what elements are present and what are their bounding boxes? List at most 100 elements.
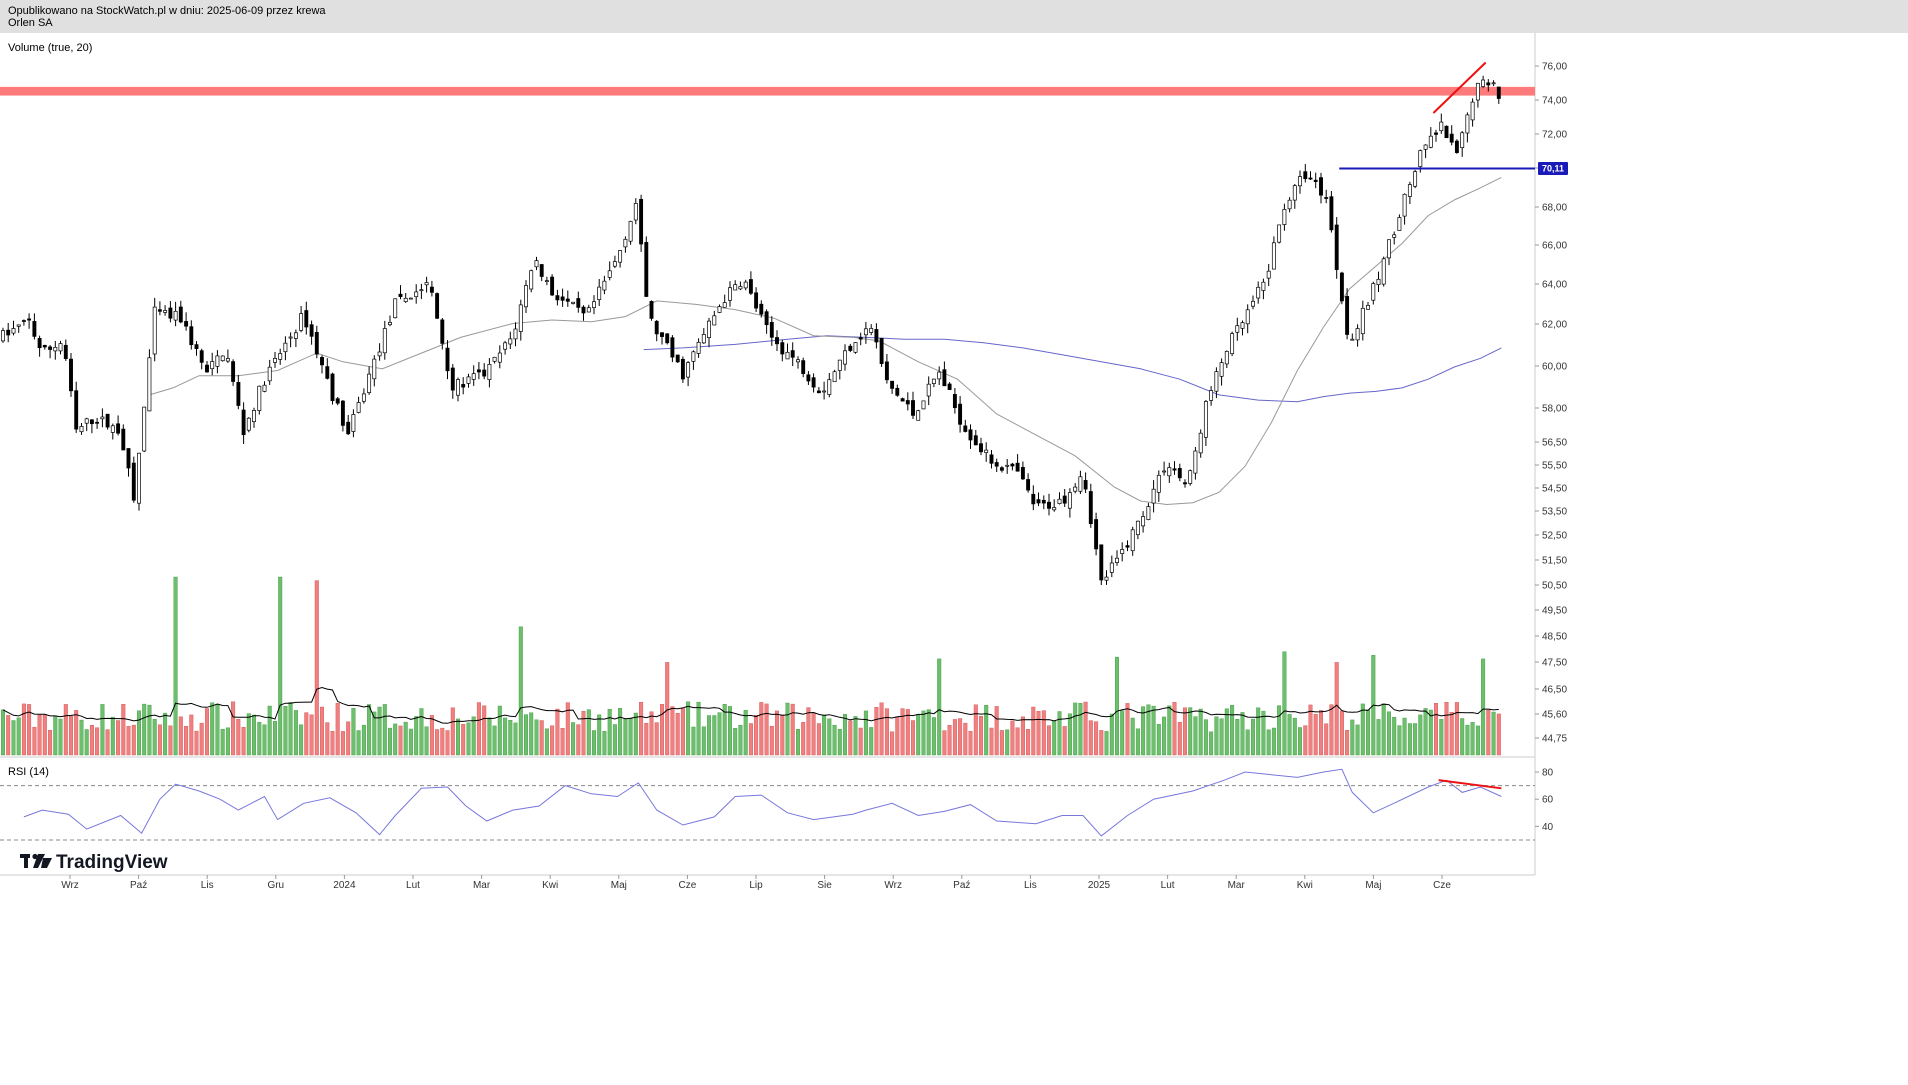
- candle-body: [110, 425, 115, 433]
- candle-body: [1491, 82, 1496, 85]
- time-tick-label: Paź: [130, 880, 147, 891]
- candle-body: [801, 360, 806, 374]
- candle-body: [163, 310, 168, 313]
- candle-body: [1465, 114, 1470, 134]
- candle-body: [1141, 516, 1146, 527]
- volume-bar: [414, 716, 419, 756]
- candle-body: [513, 328, 518, 340]
- candle-body: [1177, 468, 1182, 479]
- volume-bar: [785, 702, 790, 756]
- candle-body: [937, 371, 942, 380]
- volume-bar: [1188, 707, 1193, 756]
- candle-body: [27, 318, 32, 321]
- volume-bar: [801, 722, 806, 756]
- volume-bar: [1094, 721, 1099, 756]
- published-note: Opublikowano na StockWatch.pl w dniu: 20…: [8, 5, 326, 17]
- volume-bar: [361, 724, 366, 756]
- volume-bar: [116, 720, 121, 756]
- candle-body: [1219, 362, 1224, 377]
- price-tick-label: 76,00: [1542, 62, 1567, 73]
- candle-body: [853, 342, 858, 353]
- candle-body: [890, 380, 895, 389]
- candle-body: [236, 382, 241, 406]
- volume-bar: [105, 729, 110, 756]
- volume-bar: [1308, 704, 1313, 756]
- volume-bar: [1318, 710, 1323, 756]
- tradingview-logo-icon: [20, 853, 52, 868]
- volume-bar: [1376, 719, 1381, 756]
- volume-bar: [84, 729, 89, 756]
- volume-bar: [178, 716, 183, 756]
- candle-body: [529, 270, 534, 290]
- candle-body: [665, 333, 670, 344]
- candle-body: [931, 378, 936, 384]
- volume-bar: [1256, 707, 1261, 756]
- volume-bar: [581, 711, 586, 756]
- candle-body: [1329, 196, 1334, 231]
- volume-bar: [576, 724, 581, 756]
- candle-body: [592, 301, 596, 308]
- volume-bar: [843, 714, 848, 756]
- candle-body: [1224, 351, 1229, 365]
- candle-body: [1104, 576, 1109, 581]
- candle-body: [628, 221, 633, 242]
- candle-body: [916, 410, 921, 421]
- volume-bar: [806, 707, 811, 756]
- volume-bar: [267, 705, 272, 756]
- volume-bar: [278, 576, 283, 756]
- volume-bar: [304, 712, 309, 756]
- volume-bar: [524, 714, 529, 756]
- volume-bar: [1057, 711, 1062, 756]
- volume-bar: [388, 727, 393, 756]
- volume-ma-line: [2, 686, 1499, 724]
- volume-bar: [1130, 717, 1135, 756]
- candle-body: [524, 285, 528, 308]
- volume-bar: [251, 714, 256, 756]
- candle-body: [267, 366, 272, 382]
- candle-body: [1183, 482, 1187, 485]
- candle-body: [649, 301, 654, 319]
- time-axis: Wrz Paź Lis Gru 2024 Lut Mar Kwi Maj Cze Lip Sie Wrz…: [61, 875, 1451, 891]
- volume-bar: [330, 731, 335, 756]
- volume-bar: [649, 711, 654, 756]
- candle-body: [58, 343, 63, 352]
- candle-body: [1334, 224, 1339, 270]
- volume-bar: [586, 709, 591, 756]
- volume-bar: [937, 658, 942, 756]
- volume-bar: [963, 722, 968, 756]
- candle-body: [822, 390, 827, 393]
- volume-bar: [1454, 702, 1459, 756]
- candle-body: [246, 417, 251, 431]
- volume-bar: [1162, 716, 1167, 756]
- candle-body: [1162, 470, 1167, 473]
- volume-bar: [550, 725, 555, 756]
- volume-bar: [1015, 727, 1020, 756]
- candle-body: [1094, 519, 1099, 550]
- candle-body: [926, 383, 931, 397]
- candle-body: [476, 369, 481, 373]
- volume-bar: [607, 709, 612, 756]
- candle-body: [1324, 197, 1329, 199]
- volume-bar: [926, 709, 931, 756]
- volume-bar: [152, 719, 157, 756]
- candle-body: [1407, 184, 1412, 197]
- candle-body: [273, 358, 277, 363]
- volume-bar: [921, 710, 926, 756]
- volume-bar: [1036, 711, 1041, 756]
- volume-bar: [900, 708, 905, 756]
- volume-bar: [37, 714, 42, 756]
- candle-body: [858, 337, 863, 340]
- volume-bar: [1381, 703, 1386, 756]
- volume-bar: [53, 716, 58, 756]
- volume-bar: [722, 704, 727, 756]
- candle-body: [1125, 545, 1130, 548]
- candle-body: [1449, 133, 1454, 143]
- candle-body: [863, 328, 868, 336]
- volume-bar: [241, 727, 246, 756]
- volume-bar: [895, 716, 900, 756]
- volume-bar: [1423, 708, 1428, 756]
- candle-body: [372, 358, 377, 380]
- candle-body: [42, 344, 47, 348]
- candle-body: [743, 281, 748, 289]
- volume-bar: [121, 704, 126, 756]
